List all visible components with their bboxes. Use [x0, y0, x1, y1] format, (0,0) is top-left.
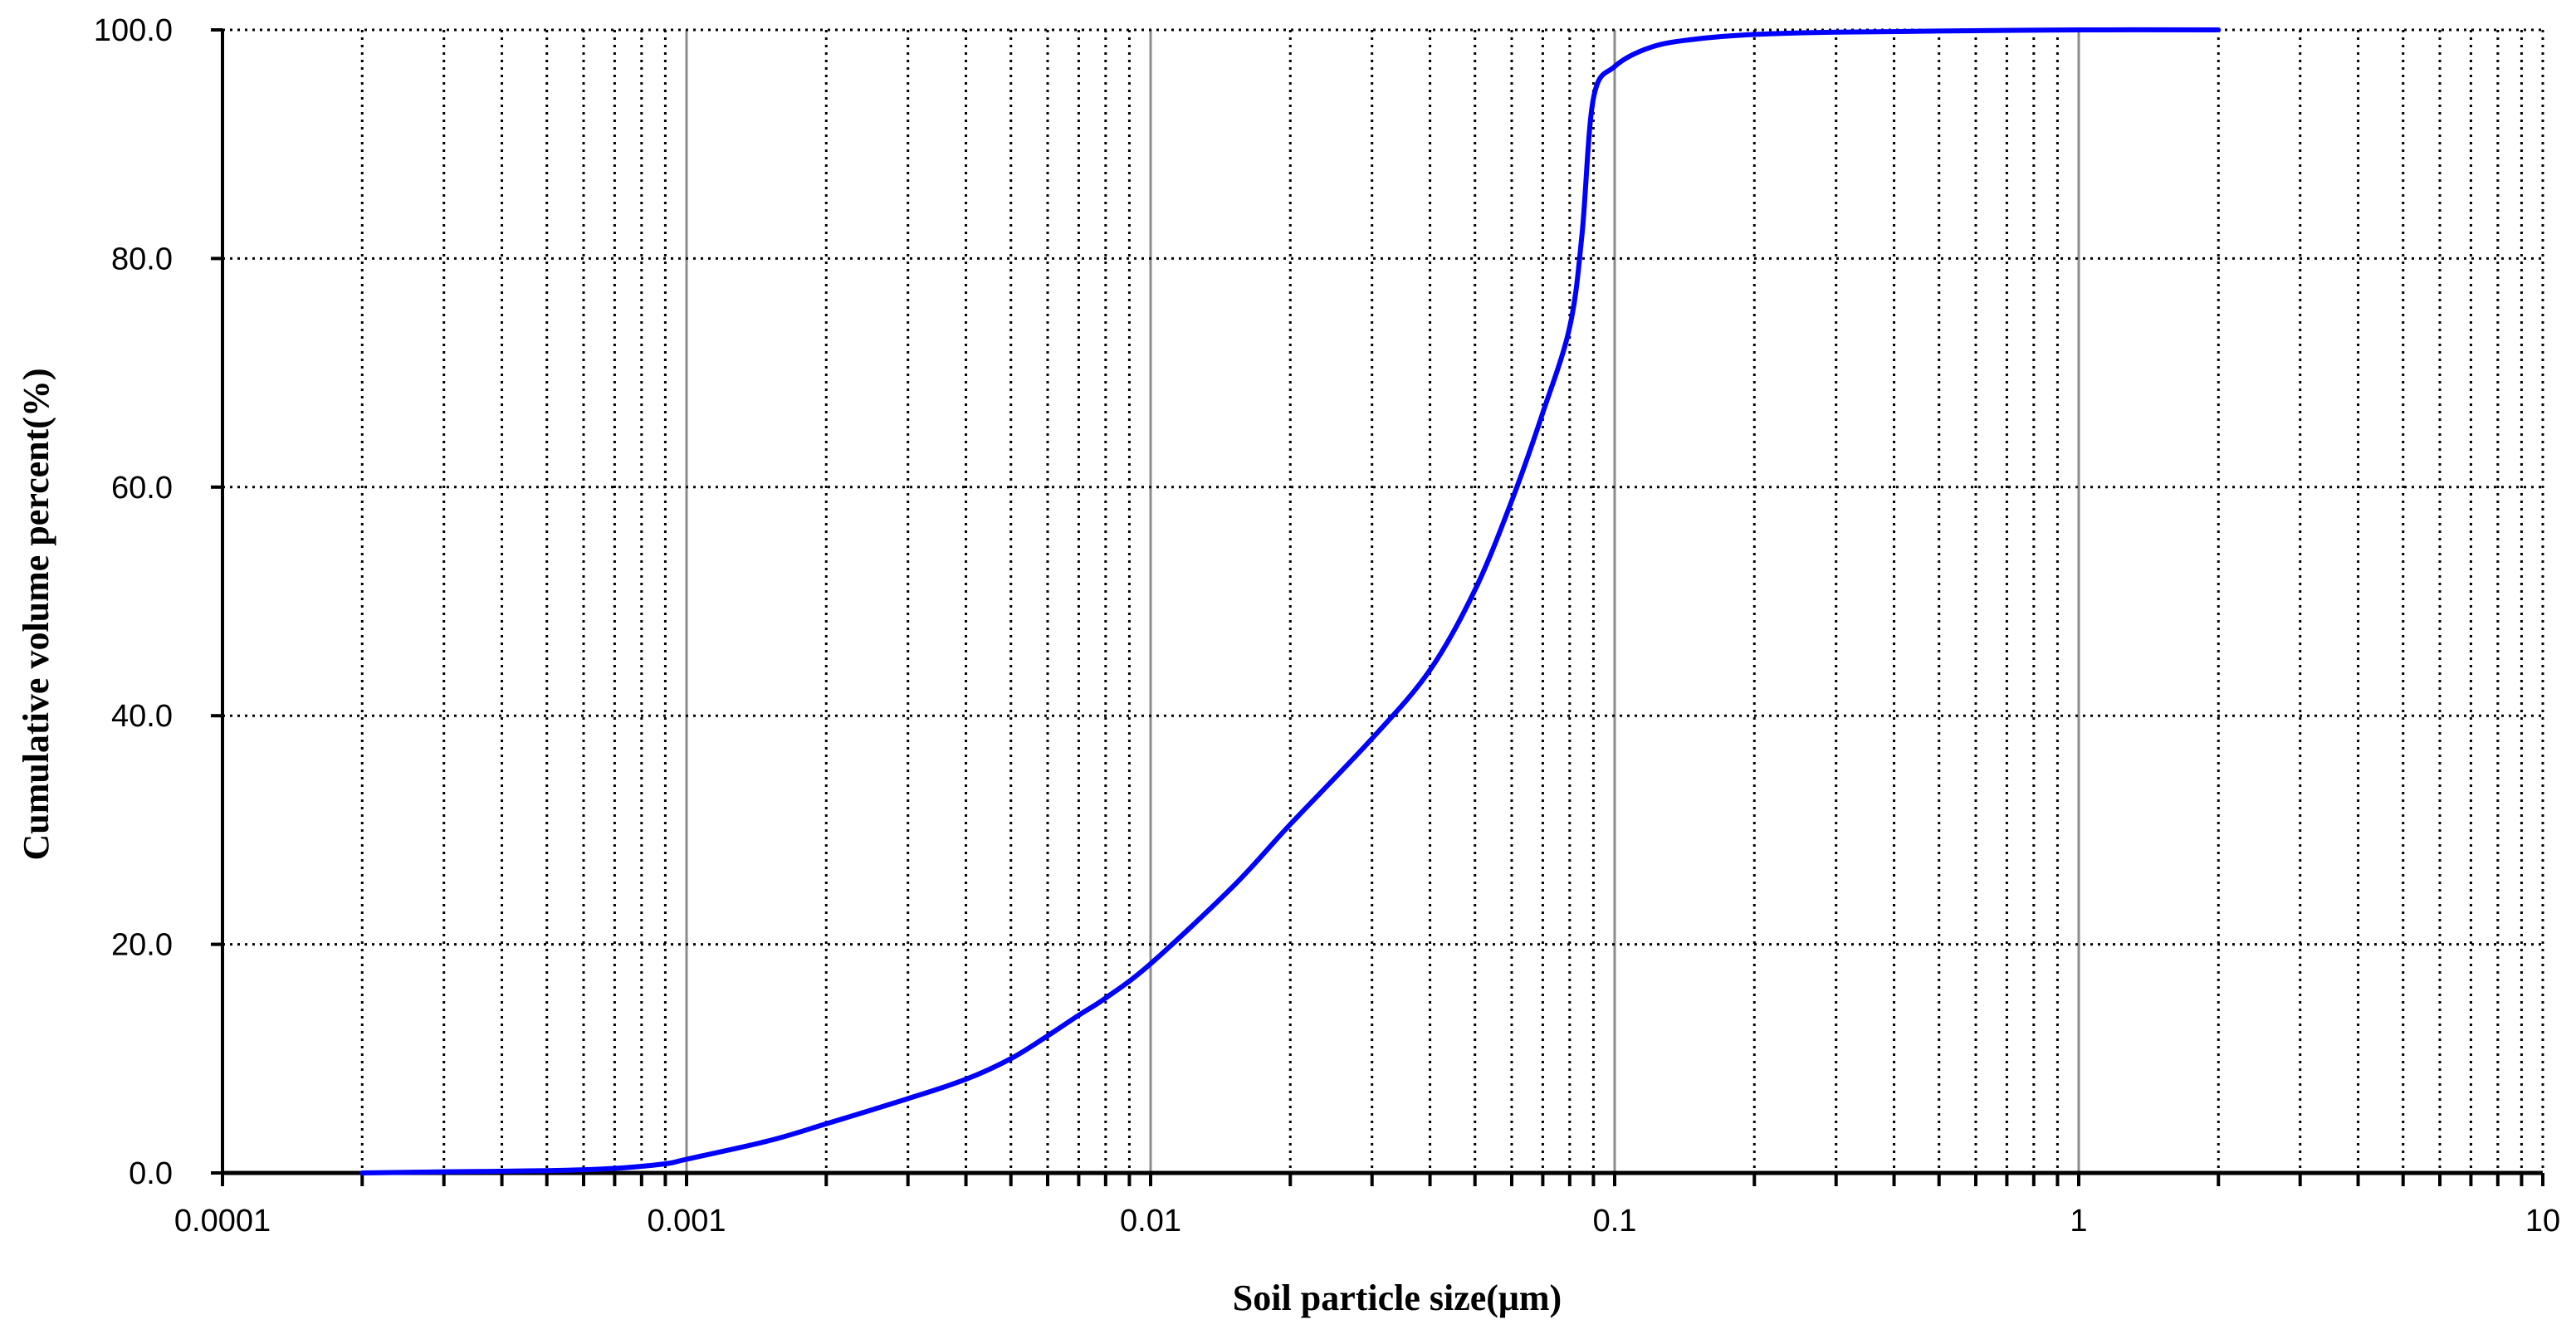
x-tick-labels: 0.0001 0.001 0.01 0.1 1 10: [174, 1204, 2560, 1239]
y-tick-label: 80.0: [111, 242, 173, 276]
y-tick-label: 100.0: [94, 13, 173, 48]
x-axis-title: Soil particle size(μm): [1233, 1278, 1562, 1318]
y-tick-label: 40.0: [111, 699, 173, 734]
x-tick-label: 10: [2525, 1204, 2560, 1239]
y-tick-label: 20.0: [111, 928, 173, 963]
series-line: [359, 27, 2222, 1175]
x-tick-label: 0.1: [1593, 1204, 1637, 1239]
x-tick-label: 1: [2070, 1204, 2087, 1239]
y-axis-title: Cumulative volume percent(%): [16, 368, 56, 860]
axes: [211, 28, 2544, 1186]
y-tick-label: 0.0: [129, 1156, 173, 1191]
x-tick-label: 0.0001: [174, 1204, 271, 1239]
x-tick-label: 0.01: [1120, 1204, 1181, 1239]
y-tick-label: 60.0: [111, 471, 173, 506]
x-tick-label: 0.001: [647, 1204, 726, 1239]
grid-lines: [222, 28, 2544, 1173]
series-layer: [359, 27, 2222, 1175]
y-tick-labels: 0.0 20.0 40.0 60.0 80.0 100.0: [94, 13, 173, 1191]
